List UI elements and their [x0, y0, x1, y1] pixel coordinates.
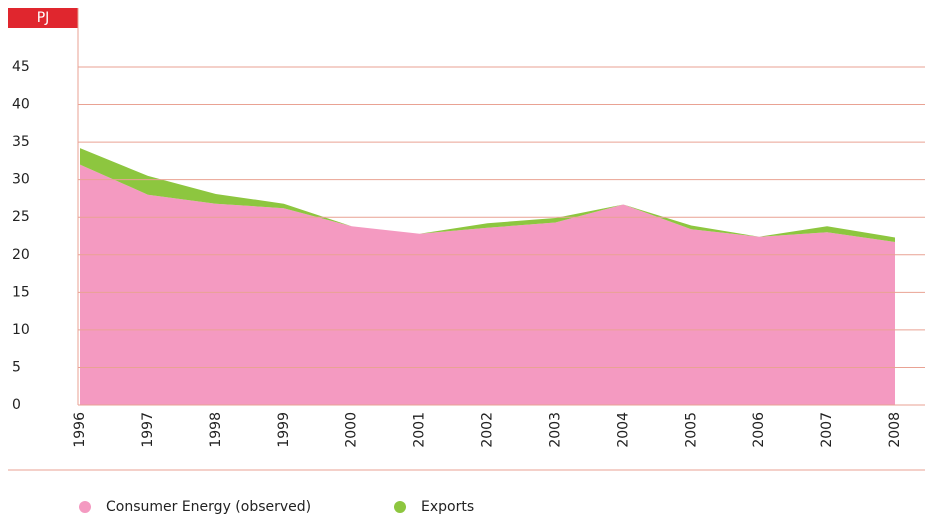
x-tick-label: 2004 — [615, 412, 631, 448]
x-tick-label: 1999 — [276, 412, 292, 448]
y-tick-label: 45 — [12, 59, 30, 75]
x-tick-label: 1996 — [72, 412, 88, 448]
x-tick-label: 1997 — [140, 412, 156, 448]
x-tick-label: 2000 — [344, 412, 360, 448]
x-tick-label: 2005 — [683, 412, 699, 448]
area — [80, 148, 895, 243]
y-tick-label: 5 — [12, 359, 21, 375]
y-tick-label: 30 — [12, 172, 30, 188]
x-tick-label: 2007 — [819, 412, 835, 448]
y-axis-label: PJ — [37, 10, 50, 26]
y-tick-label: 25 — [12, 209, 30, 225]
legend-label: Consumer Energy (observed) — [106, 499, 311, 515]
legend-swatch — [394, 501, 406, 513]
x-tick-label: 2002 — [480, 412, 496, 448]
legend-swatch — [79, 501, 91, 513]
x-tick-label: 2003 — [547, 412, 563, 448]
y-tick-label: 35 — [12, 134, 30, 150]
area — [80, 164, 895, 405]
x-tick-label: 2006 — [751, 412, 767, 448]
legend-label: Exports — [421, 499, 474, 515]
y-tick-label: 0 — [12, 397, 21, 413]
x-tick-label: 1998 — [208, 412, 224, 448]
y-tick-label: 20 — [12, 247, 30, 263]
y-label-box — [8, 8, 78, 28]
y-tick-label: 15 — [12, 284, 30, 300]
y-tick-label: 10 — [12, 322, 30, 338]
y-tick-label: 40 — [12, 97, 30, 113]
x-tick-label: 2008 — [887, 412, 903, 448]
x-tick-label: 2001 — [412, 412, 428, 448]
